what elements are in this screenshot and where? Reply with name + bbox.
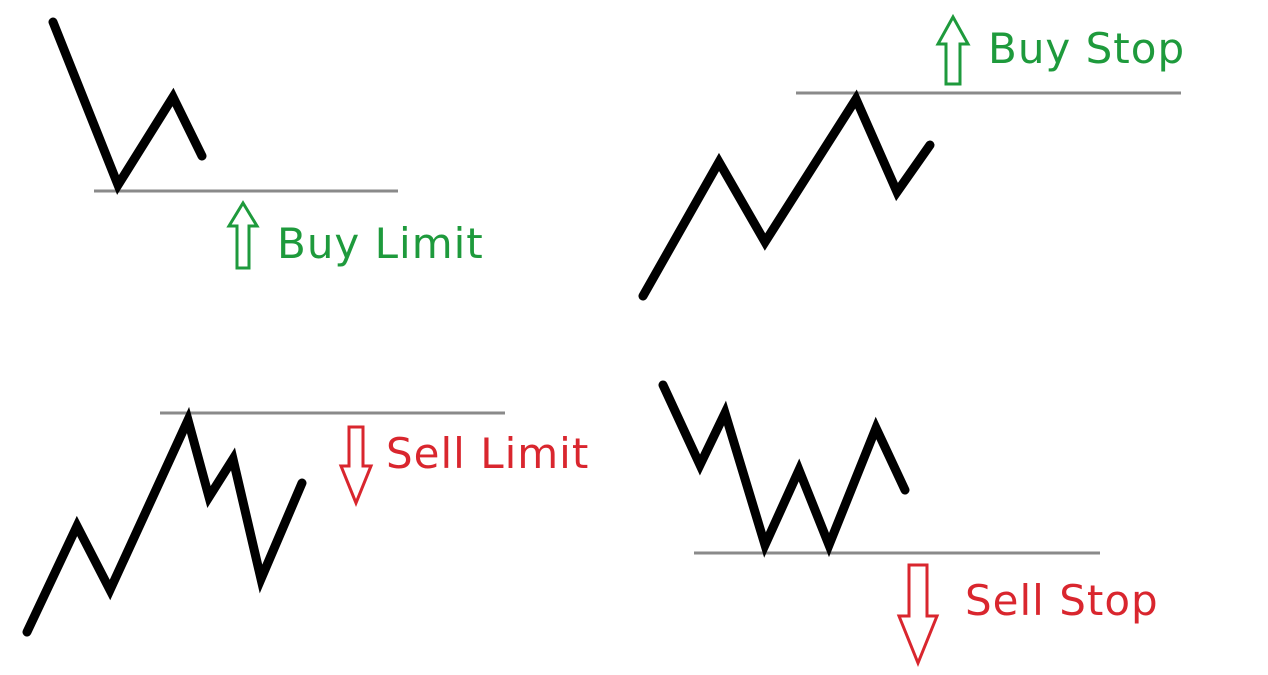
buy-stop-price-path (638, 89, 935, 301)
panel-sell-stop: Sell Stop (658, 380, 1159, 668)
buy-stop-up-arrow-icon (935, 13, 971, 86)
buy-limit-label: Buy Limit (277, 219, 484, 268)
buy-stop-label: Buy Stop (988, 24, 1185, 73)
sell-stop-down-arrow-icon (896, 563, 940, 668)
sell-limit-down-arrow-icon (338, 425, 374, 507)
sell-limit-price-path (22, 406, 307, 637)
panel-buy-limit: Buy Limit (48, 17, 484, 270)
sell-limit-label: Sell Limit (386, 429, 589, 478)
buy-limit-up-arrow-icon (226, 200, 260, 270)
panel-buy-stop: Buy Stop (638, 13, 1185, 301)
buy-limit-price-path (48, 17, 207, 195)
sell-stop-label: Sell Stop (965, 576, 1159, 625)
sell-stop-price-path (658, 380, 910, 558)
panel-sell-limit: Sell Limit (22, 406, 589, 637)
